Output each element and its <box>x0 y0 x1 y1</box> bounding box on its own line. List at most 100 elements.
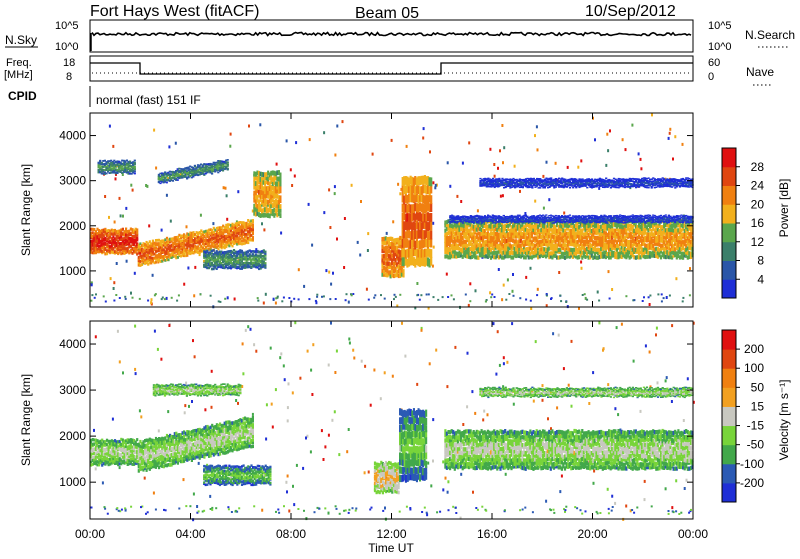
scatter-cell <box>303 285 305 288</box>
scatter-cell <box>116 262 118 265</box>
nsky-panel <box>90 20 693 52</box>
scatter-cell <box>323 131 325 134</box>
scatter-cell <box>120 214 122 217</box>
scatter-cell <box>449 185 451 188</box>
scatter-cell <box>168 145 170 148</box>
range-time-cell <box>194 165 196 167</box>
scatter-cell <box>225 187 227 190</box>
range-time-cell <box>252 223 254 226</box>
range-time-cell <box>252 226 254 229</box>
range-time-cell <box>227 164 229 166</box>
scatter-cell <box>295 141 297 144</box>
range-time-cell <box>252 228 254 231</box>
scatter-cell <box>406 145 408 148</box>
range-time-cell <box>430 239 432 248</box>
freq-panel <box>90 56 693 81</box>
range-time-cell <box>522 186 524 188</box>
scatter-cell <box>669 128 671 131</box>
scatter-cell <box>308 203 310 206</box>
scatter-cell <box>280 232 282 235</box>
scatter-cell <box>328 188 330 191</box>
nsky-line <box>92 33 691 36</box>
scatter-cell <box>344 217 346 220</box>
scatter-cell <box>114 221 116 224</box>
scatter-cell <box>330 283 332 286</box>
scatter-cell <box>226 218 228 221</box>
scatter-cell <box>329 226 331 229</box>
range-time-cell <box>252 219 254 222</box>
scatter-cell <box>597 291 599 294</box>
scatter-cell <box>132 189 134 192</box>
range-time-cell <box>134 160 136 162</box>
scatter-cell <box>577 166 579 169</box>
scatter-cell <box>360 200 362 203</box>
scatter-cell <box>275 302 277 305</box>
date-title: 10/Sep/2012 <box>585 3 676 20</box>
scatter-cell <box>675 277 677 280</box>
scatter-cell <box>200 214 202 217</box>
nave-label: Nave <box>746 65 774 79</box>
scatter-cell <box>261 222 263 225</box>
range-time-cell <box>430 177 432 186</box>
scatter-cell <box>507 278 509 281</box>
scatter-cell <box>334 192 336 195</box>
freq-tick-bottom: 8 <box>66 71 72 83</box>
scatter-cell <box>108 216 110 219</box>
scatter-cell <box>309 138 311 141</box>
range-time-cell <box>550 177 552 179</box>
scatter-cell <box>343 266 345 269</box>
range-time-cell <box>264 257 266 259</box>
scatter-cell <box>498 268 500 271</box>
scatter-cell <box>234 298 236 301</box>
range-time-cell <box>231 245 233 248</box>
scatter-cell <box>110 277 112 280</box>
scatter-cell <box>351 184 353 187</box>
scatter-cell <box>186 225 188 228</box>
scatter-cell <box>332 272 334 275</box>
scatter-cell <box>594 138 596 141</box>
range-time-cell <box>430 213 432 222</box>
scatter-cell <box>503 284 505 287</box>
scatter-cell <box>259 123 261 126</box>
scatter-cell <box>112 145 114 148</box>
scatter-cell <box>534 200 536 203</box>
scatter-cell <box>611 288 613 291</box>
scatter-cell <box>392 220 394 223</box>
range-time-cell <box>177 179 179 181</box>
range-time-cell <box>134 163 136 165</box>
scatter-cell <box>130 292 132 295</box>
range-time-cell <box>555 186 557 188</box>
scatter-cell <box>446 273 448 276</box>
freq-trace <box>90 63 693 74</box>
scatter-cell <box>475 289 477 292</box>
scatter-cell <box>166 194 168 197</box>
scatter-cell <box>170 220 172 223</box>
range-time-cell <box>211 173 213 175</box>
scatter-cell <box>399 192 401 195</box>
scatter-cell <box>294 175 296 178</box>
scatter-cell <box>113 281 115 284</box>
scatter-cell <box>598 187 600 190</box>
scatter-cell <box>462 162 464 165</box>
scatter-cell <box>640 158 642 161</box>
nsky-label: N.Sky <box>5 33 37 47</box>
scatter-cell <box>669 132 671 135</box>
range-time-cell <box>136 237 138 240</box>
scatter-cell <box>567 166 569 169</box>
range-time-cell <box>134 170 136 172</box>
scatter-cell <box>433 246 435 249</box>
scatter-cell <box>668 137 670 140</box>
scatter-cell <box>501 298 503 301</box>
scatter-cell <box>546 161 548 164</box>
scatter-cell <box>502 161 504 164</box>
range-time-cell <box>166 182 168 184</box>
scatter-cell <box>166 297 168 300</box>
scatter-cell <box>212 222 214 225</box>
range-time-cell <box>159 182 161 184</box>
scatter-cell <box>537 288 539 291</box>
scatter-cell <box>525 276 527 279</box>
scatter-cell <box>263 228 265 231</box>
scatter-cell <box>153 129 155 132</box>
scatter-cell <box>145 184 147 187</box>
scatter-cell <box>342 120 344 123</box>
